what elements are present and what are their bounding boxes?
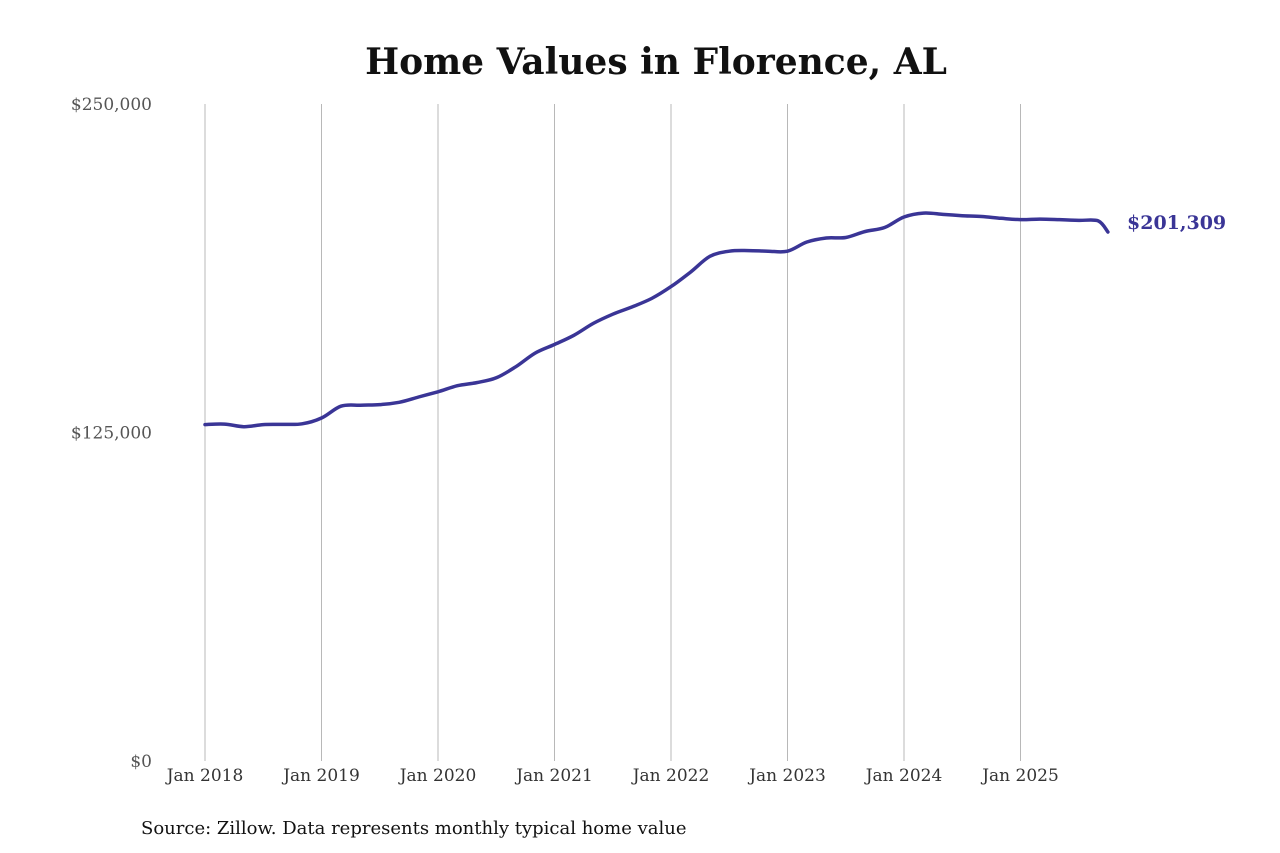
x-tick-label: Jan 2019 [281,766,360,786]
end-value-label: $201,309 [1127,212,1226,234]
y-axis: $0 $125,000 $250,000 [71,95,152,772]
x-tick-label: Jan 2018 [165,766,244,786]
x-tick-label: Jan 2022 [631,766,710,786]
x-tick-label: Jan 2025 [980,766,1059,786]
grid-lines [204,104,1021,761]
y-tick-label: $125,000 [71,424,152,444]
series-line [203,211,1110,429]
x-tick-label: Jan 2021 [514,766,593,786]
y-tick-label: $250,000 [71,95,152,115]
x-tick-label: Jan 2020 [398,766,477,786]
x-tick-label: Jan 2023 [747,766,826,786]
chart-title: Home Values in Florence, AL [365,41,947,83]
y-tick-label: $0 [130,752,152,772]
x-tick-label: Jan 2024 [864,766,943,786]
source-note: Source: Zillow. Data represents monthly … [141,818,687,839]
x-axis: Jan 2018 Jan 2019 Jan 2020 Jan 2021 Jan 2022… [165,766,1059,786]
